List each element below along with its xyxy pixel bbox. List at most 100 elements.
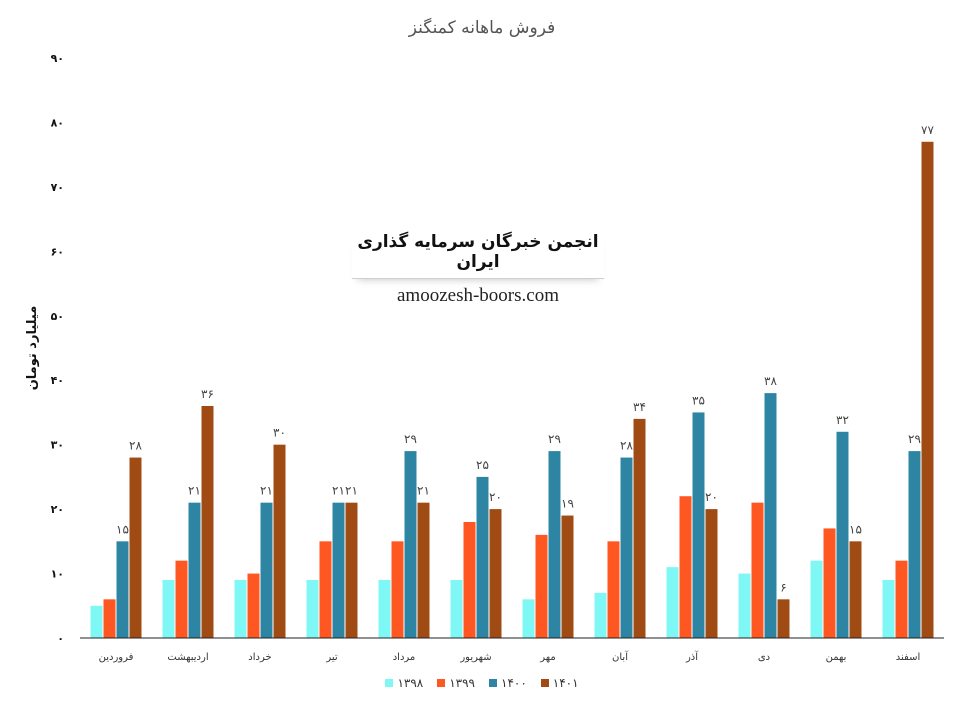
bar: [548, 451, 561, 638]
bar: [489, 509, 502, 638]
y-tick-label: ۷۰: [51, 181, 64, 194]
legend-swatch: [540, 679, 549, 687]
data-label: ۳۶: [201, 387, 214, 401]
data-label: ۲۱: [345, 484, 358, 498]
bar: [188, 502, 201, 638]
bar: [764, 393, 777, 638]
bar: [162, 580, 175, 638]
data-label: ۲۵: [476, 458, 489, 472]
legend-item: ۱۳۹۹: [437, 676, 475, 690]
bar: [895, 560, 908, 638]
x-tick-label: مرداد: [393, 652, 416, 663]
data-label: ۳۴: [633, 400, 646, 414]
data-label: ۳۲: [836, 413, 849, 427]
bar: [391, 541, 404, 638]
bar: [463, 522, 476, 638]
bar: [103, 599, 116, 638]
data-label: ۷۷: [921, 123, 934, 137]
legend-swatch: [385, 679, 394, 687]
y-tick-label: ۶۰: [51, 245, 64, 258]
bar: [319, 541, 332, 638]
bar: [836, 431, 849, 638]
y-tick-label: ۰: [57, 632, 64, 645]
bar: [692, 412, 705, 638]
x-tick-label: اسفند: [896, 652, 920, 663]
y-tick-label: ۸۰: [51, 116, 64, 129]
bar: [90, 605, 103, 638]
legend-item: ۱۴۰۰: [489, 676, 527, 690]
x-tick-label: فروردین: [99, 652, 134, 663]
legend-item: ۱۴۰۱: [540, 676, 579, 690]
data-label: ۲۱: [188, 484, 201, 498]
bar: [175, 560, 188, 638]
x-tick-label: تیر: [325, 652, 338, 663]
data-label: ۲۹: [548, 432, 561, 446]
data-label: ۲۰: [489, 490, 502, 504]
legend-swatch: [489, 679, 497, 687]
bar: [450, 580, 463, 638]
bar: [417, 502, 430, 638]
y-axis-label: میلیارد تومان: [25, 306, 40, 391]
data-label: ۲۸: [620, 439, 633, 453]
bar: [378, 580, 391, 638]
bar: [476, 476, 489, 638]
legend: ۱۳۹۸ ۱۳۹۹ ۱۴۰۰ ۱۴۰۱: [0, 676, 964, 690]
bar: [234, 580, 247, 638]
bar: [404, 451, 417, 638]
legend-swatch: [437, 679, 446, 687]
bar: [849, 541, 862, 638]
watermark: انجمن خبرگان سرمایه گذاری ایران amoozesh…: [352, 232, 604, 307]
bar: [535, 534, 548, 638]
y-tick-label: ۳۰: [51, 439, 64, 452]
data-label: ۳۵: [692, 393, 705, 407]
bar: [738, 573, 751, 638]
data-label: ۲۹: [404, 432, 417, 446]
bar: [633, 418, 646, 638]
data-label: ۲۹: [908, 432, 921, 446]
x-tick-label: آبان: [612, 650, 629, 663]
x-tick-label: خرداد: [248, 652, 271, 663]
data-label: ۱۹: [561, 497, 574, 511]
bar: [921, 141, 934, 638]
legend-label: ۱۴۰۱: [552, 676, 579, 690]
x-tick-label: دی: [758, 652, 770, 663]
bar: [306, 580, 319, 638]
x-tick-label: مهر: [539, 652, 555, 663]
data-label: ۲۱: [417, 484, 430, 498]
bar: [679, 496, 692, 638]
data-label: ۲۱: [260, 484, 273, 498]
data-label: ۱۵: [849, 522, 862, 536]
bar: [777, 599, 790, 638]
bar: [201, 406, 214, 638]
bar: [129, 457, 142, 638]
legend-label: ۱۳۹۸: [397, 676, 424, 690]
x-tick-label: اردیبهشت: [167, 652, 208, 663]
legend-label: ۱۴۰۰: [501, 676, 527, 690]
chart-title: فروش ماهانه کمنگنز: [408, 17, 556, 38]
y-tick-label: ۹۰: [51, 52, 64, 65]
data-label: ۶: [780, 580, 786, 594]
bar: [345, 502, 358, 638]
data-label: ۱۵: [116, 522, 129, 536]
bar: [751, 502, 764, 638]
data-label: ۲۸: [129, 439, 142, 453]
bar: [882, 580, 895, 638]
bar: [620, 457, 633, 638]
x-tick-label: بهمن: [826, 652, 847, 663]
bar: [607, 541, 620, 638]
bar: [332, 502, 345, 638]
y-tick-label: ۲۰: [51, 503, 64, 516]
y-tick-label: ۴۰: [51, 374, 64, 387]
bar: [561, 515, 574, 638]
x-tick-label: آذر: [685, 650, 699, 663]
y-tick-label: ۵۰: [51, 310, 64, 323]
y-tick-label: ۱۰: [51, 568, 64, 581]
data-label: ۲۱: [332, 484, 345, 498]
legend-label: ۱۳۹۹: [449, 676, 475, 690]
data-label: ۳۰: [273, 426, 286, 440]
data-label: ۲۰: [705, 490, 718, 504]
bar: [273, 444, 286, 638]
bar: [260, 502, 273, 638]
bar: [705, 509, 718, 638]
bar: [116, 541, 129, 638]
